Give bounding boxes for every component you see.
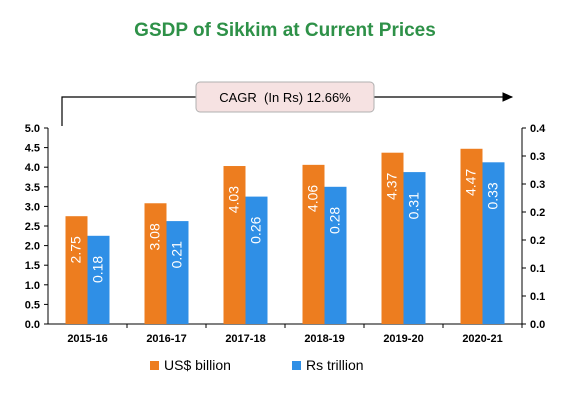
x-tick-label: 2017-18 — [225, 333, 265, 345]
bar-data-label: 0.31 — [406, 192, 422, 219]
bar-usd — [65, 216, 88, 324]
left-tick-label: 0.5 — [25, 299, 40, 311]
bar-data-label: 0.21 — [169, 241, 185, 268]
bar-rs — [403, 172, 426, 324]
x-tick-label: 2018-19 — [304, 333, 344, 345]
bar-usd — [302, 164, 325, 324]
bar-rs — [324, 186, 347, 324]
legend-swatch — [292, 361, 301, 370]
bar-rs — [482, 162, 505, 324]
cagr-label: CAGR (In Rs) 12.66% — [219, 90, 351, 105]
x-tick-label: 2015-16 — [67, 333, 107, 345]
left-tick-label: 2.0 — [25, 241, 40, 253]
right-tick-label: 0.1 — [530, 291, 545, 303]
chart-title: GSDP of Sikkim at Current Prices — [134, 20, 436, 41]
cagr-box — [195, 81, 375, 113]
bar-data-label: 4.06 — [305, 185, 321, 212]
bar-rs — [166, 221, 189, 324]
bar-usd — [381, 152, 404, 324]
legend-swatch — [150, 361, 159, 370]
bar-rs — [87, 235, 110, 324]
axes: 0.0 0.5 1.0 1.5 2.0 2.5 3.0 3.5 4.0 4.5 5.0 0.0 0.1 0… — [25, 123, 546, 345]
bar-usd — [144, 203, 167, 324]
right-tick-label: 0.3 — [530, 179, 545, 191]
bar-data-label: 3.08 — [147, 223, 163, 250]
left-tick-label: 1.5 — [25, 260, 40, 272]
bar-data-label: 0.26 — [248, 216, 264, 243]
bar-data-label: 4.03 — [226, 186, 242, 213]
legend: US$ billion Rs trillion — [150, 357, 364, 373]
right-tick-label: 0.2 — [530, 235, 545, 247]
right-tick-label: 0.4 — [530, 123, 546, 135]
bar-usd — [223, 166, 246, 324]
bar-data-label: 4.47 — [463, 169, 479, 196]
left-tick-label: 3.5 — [25, 182, 40, 194]
left-tick-label: 5.0 — [25, 123, 40, 135]
left-tick-label: 4.5 — [25, 143, 40, 155]
bars: 2.75 0.18 3.08 0.21 4.03 0.26 4.06 0.28 4.37 0.31… — [65, 148, 505, 324]
right-tick-label: 0.0 — [530, 319, 545, 331]
x-tick-label: 2016-17 — [146, 333, 186, 345]
x-tick-label: 2020-21 — [462, 333, 502, 345]
right-tick-label: 0.1 — [530, 263, 545, 275]
left-tick-label: 3.0 — [25, 201, 40, 213]
left-tick-label: 2.5 — [25, 221, 40, 233]
left-tick-label: 0.0 — [25, 319, 40, 331]
bar-rs — [245, 196, 268, 324]
bar-usd — [460, 148, 483, 324]
left-tick-label: 1.0 — [25, 280, 40, 292]
bar-data-label: 2.75 — [68, 236, 84, 263]
x-tick-label: 2019-20 — [383, 333, 423, 345]
legend-label: Rs trillion — [306, 357, 364, 373]
right-tick-label: 0.3 — [530, 151, 545, 163]
bar-data-label: 0.33 — [485, 182, 501, 209]
bar-data-label: 0.28 — [327, 207, 343, 234]
left-tick-label: 4.0 — [25, 162, 40, 174]
legend-label: US$ billion — [164, 357, 231, 373]
right-tick-label: 0.2 — [530, 207, 545, 219]
bar-data-label: 4.37 — [384, 172, 400, 199]
bar-data-label: 0.18 — [90, 256, 106, 283]
